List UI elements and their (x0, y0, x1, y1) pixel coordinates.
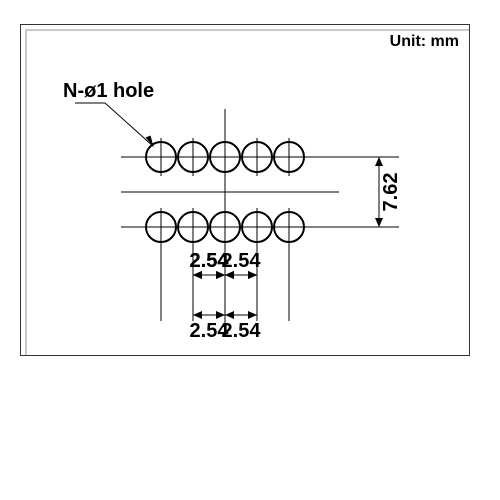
dim-arrow (375, 157, 383, 166)
dim-arrow (248, 311, 257, 319)
dim-arrow (375, 218, 383, 227)
dim-arrow (216, 271, 225, 279)
dim-arrow (193, 311, 202, 319)
dim-arrow (193, 271, 202, 279)
drawing-frame: Unit: mm N-ø1 hole2.542.542.542.542.542.… (20, 24, 470, 356)
dim-arrow (225, 271, 234, 279)
technical-drawing: N-ø1 hole2.542.542.542.542.542.547.62 (21, 25, 469, 355)
dim-value: 2.54 (222, 250, 262, 272)
leader-line (105, 103, 154, 147)
dim-arrow (248, 271, 257, 279)
dim-arrow (225, 311, 234, 319)
dim-arrow (216, 311, 225, 319)
dim-value: 7.62 (380, 173, 402, 212)
hole-label: N-ø1 hole (63, 80, 154, 102)
unit-label: Unit: mm (390, 33, 459, 51)
dim-value: 2.54 (222, 320, 262, 342)
